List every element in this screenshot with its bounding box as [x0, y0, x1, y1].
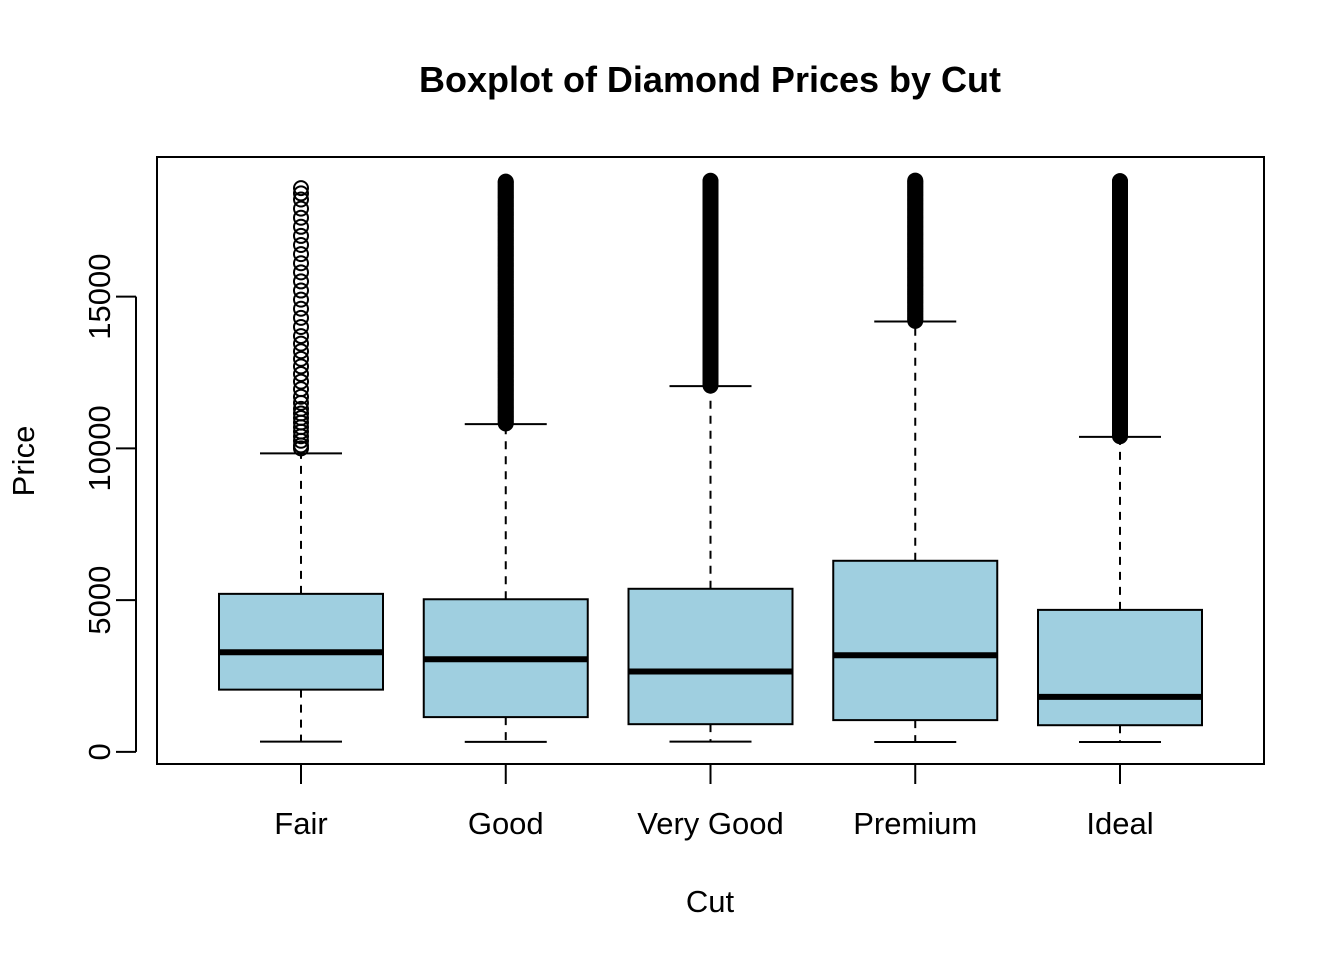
outlier-point [702, 172, 719, 189]
outlier-point [907, 172, 924, 189]
x-tick-label: Premium [853, 806, 977, 841]
outlier-point [293, 309, 309, 326]
box-premium [832, 172, 999, 743]
outlier-point [293, 180, 309, 197]
y-tick-label: 0 [82, 743, 117, 760]
outlier-point [293, 410, 309, 427]
x-tick-label: Very Good [637, 806, 783, 841]
outliers [1112, 173, 1128, 445]
outlier-point [293, 185, 309, 202]
chart-title: Boxplot of Diamond Prices by Cut [419, 59, 1001, 100]
y-axis-label: Price [6, 426, 41, 497]
outlier-point [497, 173, 514, 190]
iqr-box [832, 559, 999, 722]
y-tick-label: 5000 [82, 566, 117, 635]
outlier-point [293, 381, 309, 398]
outliers [702, 172, 719, 394]
y-tick-label: 10000 [82, 405, 117, 491]
outlier-point [293, 246, 309, 263]
outlier-point [293, 405, 309, 422]
outlier-point [293, 218, 309, 235]
x-tick-label: Fair [274, 806, 327, 841]
outlier-point [293, 191, 309, 208]
outlier-point [293, 400, 309, 417]
box-good [422, 173, 589, 743]
outlier-point [293, 388, 309, 405]
y-axis: 0 5000 10000 15000 [82, 254, 137, 760]
outlier-point [293, 209, 309, 226]
outlier-point [293, 328, 309, 345]
outliers [293, 180, 309, 457]
outlier-point [293, 335, 309, 352]
outlier-point [293, 291, 309, 308]
outlier-point [293, 358, 309, 375]
iqr-box [627, 587, 794, 726]
box-ideal [1037, 173, 1203, 743]
outlier-point [293, 273, 309, 290]
outlier-point [1112, 173, 1128, 190]
outlier-point [293, 200, 309, 217]
outlier-point [293, 373, 309, 390]
outlier-point [293, 237, 309, 254]
x-tick-label: Ideal [1086, 806, 1153, 841]
outlier-point [293, 282, 309, 299]
box-fair [218, 180, 384, 743]
x-axis-label: Cut [686, 884, 735, 919]
outlier-point [293, 318, 309, 335]
x-axis: Fair Good Very Good Premium Ideal [274, 763, 1154, 841]
y-tick-label: 15000 [82, 254, 117, 340]
outlier-point [293, 366, 309, 383]
outlier-point [293, 343, 309, 360]
iqr-box [1037, 608, 1203, 727]
outlier-point [293, 264, 309, 281]
outlier-point [293, 350, 309, 367]
iqr-box [218, 592, 384, 691]
box-very-good [627, 172, 794, 743]
outlier-point [293, 255, 309, 272]
x-tick-label: Good [468, 806, 544, 841]
boxes-layer [218, 172, 1203, 743]
outlier-point [293, 227, 309, 244]
outlier-point [293, 300, 309, 317]
outliers [907, 172, 924, 329]
outliers [497, 173, 514, 432]
